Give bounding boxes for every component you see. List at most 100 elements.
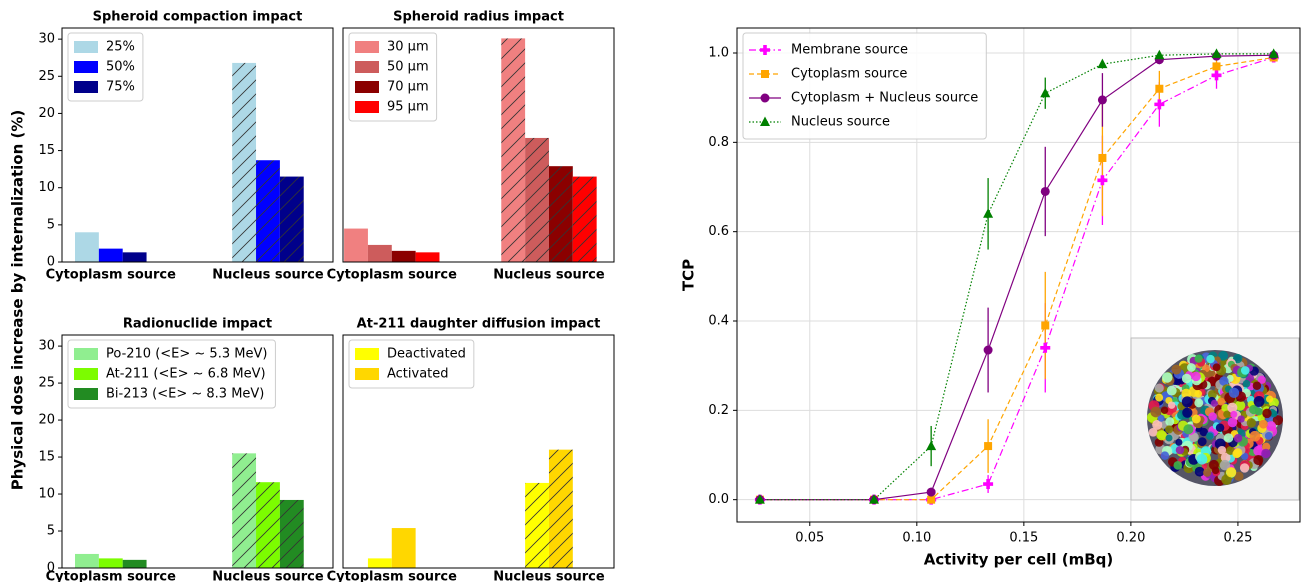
axes-frame bbox=[342, 27, 615, 263]
inset-cell bbox=[1234, 400, 1246, 411]
marker bbox=[1097, 95, 1107, 105]
inset-cell bbox=[1208, 412, 1217, 421]
legend-box bbox=[348, 32, 438, 122]
inset-cell bbox=[1157, 414, 1165, 422]
inset-cell bbox=[1182, 407, 1193, 418]
inset-cell bbox=[1219, 376, 1229, 386]
inset-cell bbox=[1237, 415, 1245, 423]
legend-label: Cytoplasm + Nucleus source bbox=[791, 91, 978, 106]
legend-label: Activated bbox=[387, 367, 449, 382]
legend-swatch bbox=[355, 101, 379, 113]
inset-cell bbox=[1181, 373, 1192, 384]
inset-cell bbox=[1242, 379, 1251, 388]
y-tick-label: 1.0 bbox=[708, 46, 729, 61]
bar bbox=[501, 38, 526, 263]
bar bbox=[367, 558, 392, 568]
marker bbox=[1211, 70, 1222, 81]
inset-cell bbox=[1175, 438, 1183, 446]
marker bbox=[760, 116, 770, 126]
inset-cell bbox=[1232, 353, 1243, 364]
series-line bbox=[759, 56, 1274, 501]
subplot-title: Spheroid compaction impact bbox=[93, 10, 303, 25]
y-tick-label: 15 bbox=[38, 143, 55, 158]
marker bbox=[1212, 62, 1221, 71]
y-tick-label: 0.6 bbox=[708, 224, 729, 239]
legend-label: 75% bbox=[106, 80, 135, 95]
legend-swatch bbox=[355, 61, 379, 73]
inset-cell bbox=[1215, 423, 1225, 432]
legend-label: At-211 (<E> ~ 6.8 MeV) bbox=[106, 367, 266, 382]
inset-cell bbox=[1187, 363, 1196, 372]
marker bbox=[1041, 321, 1050, 330]
subplot-title: Radionuclide impact bbox=[123, 317, 272, 332]
inset-cell bbox=[1218, 350, 1229, 361]
inset-cell bbox=[1241, 452, 1249, 460]
inset-cell bbox=[1196, 453, 1208, 465]
x-tick-label: Nucleus source bbox=[493, 570, 605, 582]
inset-cell bbox=[1181, 396, 1193, 408]
legend: Deactivated Activated bbox=[348, 339, 475, 389]
y-tick-label: 5 bbox=[47, 217, 55, 232]
bar bbox=[232, 62, 257, 262]
x-tick-label: Nucleus source bbox=[493, 268, 605, 283]
bar bbox=[256, 160, 280, 262]
bar bbox=[75, 232, 99, 262]
inset-cell bbox=[1206, 354, 1215, 364]
inset-cell bbox=[1166, 385, 1177, 396]
bar bbox=[525, 137, 549, 262]
inset-cell bbox=[1261, 448, 1271, 459]
legend: 25% 50% 75% bbox=[67, 32, 144, 102]
legend-label: Nucleus source bbox=[791, 115, 890, 130]
marker bbox=[761, 70, 769, 78]
shared-y-label: Physical dose increase by internalizatio… bbox=[9, 110, 27, 491]
x-tick-label: 0.15 bbox=[1009, 531, 1038, 546]
legend-label: 50% bbox=[106, 60, 135, 75]
legend-swatch bbox=[74, 368, 98, 380]
inset-cell bbox=[1191, 414, 1201, 424]
marker bbox=[927, 495, 936, 504]
bar bbox=[572, 176, 597, 262]
legend-label: Po-210 (<E> ~ 5.3 MeV) bbox=[106, 347, 267, 362]
inset-cell bbox=[1233, 434, 1243, 443]
y-tick-label: 0.2 bbox=[708, 403, 729, 418]
y-tick-label: 25 bbox=[38, 69, 55, 84]
y-axis-label: TCP bbox=[680, 259, 698, 291]
inset-cell bbox=[1253, 455, 1264, 466]
inset-cell bbox=[1210, 399, 1218, 407]
legend: Po-210 (<E> ~ 5.3 MeV) At-211 (<E> ~ 6.8 … bbox=[67, 339, 276, 409]
bar bbox=[415, 252, 440, 262]
x-tick-label: 0.05 bbox=[795, 531, 824, 546]
inset-cell bbox=[1203, 468, 1212, 477]
legend-label: 70 µm bbox=[387, 80, 429, 95]
marker bbox=[1040, 342, 1051, 353]
y-tick-label: 20 bbox=[38, 413, 55, 428]
inset-cell bbox=[1219, 459, 1231, 471]
x-axis-label: Activity per cell (mBq) bbox=[924, 551, 1114, 569]
bar bbox=[98, 248, 123, 262]
inset bbox=[1130, 337, 1300, 501]
inset-cell bbox=[1217, 397, 1226, 406]
legend-box bbox=[348, 339, 475, 389]
x-tick-label: Cytoplasm source bbox=[327, 570, 458, 582]
bar bbox=[525, 482, 549, 568]
bar bbox=[279, 176, 304, 262]
marker bbox=[1154, 49, 1165, 60]
legend-label: Bi-213 (<E> ~ 8.3 MeV) bbox=[106, 387, 264, 402]
inset-cell bbox=[1173, 460, 1183, 470]
legend-swatch bbox=[74, 388, 98, 400]
x-tick-label: Nucleus source bbox=[212, 570, 324, 582]
subplot-title: Spheroid radius impact bbox=[393, 10, 564, 25]
inset-cell bbox=[1257, 375, 1266, 384]
x-tick-label: 0.20 bbox=[1116, 531, 1145, 546]
inset-cell bbox=[1239, 463, 1250, 473]
x-tick-label: 0.10 bbox=[902, 531, 931, 546]
inset-cell bbox=[1160, 406, 1169, 414]
x-tick-label: Cytoplasm source bbox=[46, 268, 177, 283]
y-tick-label: 5 bbox=[47, 524, 55, 539]
y-tick-label: 25 bbox=[38, 376, 55, 391]
marker bbox=[760, 93, 770, 103]
x-tick-label: 0.25 bbox=[1223, 531, 1252, 546]
bar bbox=[548, 166, 573, 262]
inset-cell bbox=[1199, 427, 1208, 437]
legend-swatch bbox=[355, 81, 379, 93]
